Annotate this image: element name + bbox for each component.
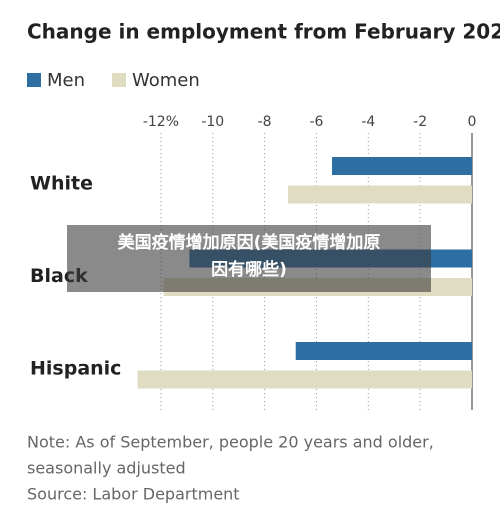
- legend-label: Men: [47, 70, 85, 91]
- watermark-box: [67, 225, 431, 292]
- watermark-text: 美国疫情增加原因(美国疫情增加原: [118, 232, 381, 253]
- note: Note: As of September, people 20 years a…: [27, 433, 434, 452]
- bar: [295, 342, 472, 360]
- x-tick-label: -6: [309, 114, 323, 130]
- watermark-text: 因有哪些): [211, 259, 287, 280]
- bar: [287, 185, 472, 204]
- category-label: Hispanic: [30, 358, 121, 380]
- x-tick-label: 0: [468, 114, 477, 130]
- note: seasonally adjusted: [27, 459, 186, 478]
- x-tick-label: -2: [413, 114, 427, 130]
- legend-label: Women: [132, 70, 200, 91]
- category-label: White: [30, 173, 93, 195]
- legend-swatch: [27, 73, 41, 87]
- x-tick-label: -10: [201, 114, 224, 130]
- bar: [332, 157, 472, 175]
- bar: [137, 370, 473, 389]
- x-tick-label: -4: [361, 114, 375, 130]
- chart-title: Change in employment from February 2020: [27, 20, 500, 44]
- x-tick-label: -8: [258, 114, 272, 130]
- x-tick-label: -12%: [143, 114, 179, 130]
- note: Source: Labor Department: [27, 485, 240, 504]
- legend-swatch: [112, 73, 126, 87]
